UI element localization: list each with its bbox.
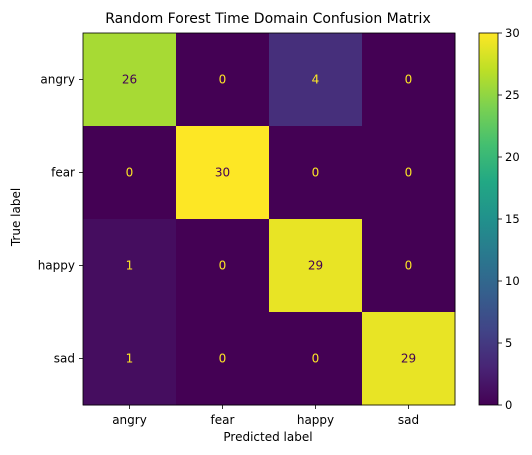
colorbar-tick-label: 15 [505, 212, 520, 226]
cell-value-label: 29 [401, 352, 416, 366]
y-axis-ticks: angry fear happy sad [38, 73, 83, 366]
cell-value-label: 0 [312, 352, 320, 366]
colorbar-tick-label: 20 [505, 150, 520, 164]
heatmap-cell [83, 33, 177, 127]
heatmap-cell [269, 33, 363, 127]
heatmap-cell [362, 219, 456, 313]
x-axis-ticks: angry fear happy sad [112, 405, 419, 427]
heatmap-cell [83, 126, 177, 220]
heatmap-cell [83, 312, 177, 406]
heatmap-cell-labels: 26 0 4 0 0 30 0 0 1 0 29 0 1 0 0 29 [122, 73, 416, 366]
heatmap-cell [269, 312, 363, 406]
cell-value-label: 0 [405, 73, 413, 87]
cell-value-label: 29 [308, 259, 323, 273]
cell-value-label: 0 [312, 166, 320, 180]
colorbar-tick-label: 10 [505, 274, 520, 288]
heatmap-cell [176, 312, 270, 406]
cell-value-label: 0 [219, 352, 227, 366]
cell-value-label: 0 [219, 259, 227, 273]
cell-value-label: 0 [405, 259, 413, 273]
colorbar-tick-label: 30 [505, 26, 520, 40]
heatmap-cells [83, 33, 456, 406]
cell-value-label: 1 [126, 259, 134, 273]
x-axis-label: Predicted label [223, 430, 312, 444]
colorbar-tick-label: 5 [505, 336, 512, 350]
x-tick-label: happy [297, 413, 334, 427]
plot-frame [82, 32, 456, 406]
heatmap-cell [362, 33, 456, 127]
cell-value-label: 26 [122, 73, 137, 87]
heatmap-cell [176, 33, 270, 127]
x-tick-label: sad [398, 413, 419, 427]
heatmap-cell [362, 126, 456, 220]
heatmap-cell [176, 126, 270, 220]
y-tick-label: sad [54, 352, 75, 366]
y-axis-label: True label [9, 188, 23, 247]
colorbar-ticks: 0 5 10 15 20 25 30 [498, 26, 520, 412]
heatmap-cell [269, 219, 363, 313]
colorbar [478, 32, 499, 406]
colorbar-tick-label: 0 [505, 398, 512, 412]
cell-value-label: 1 [126, 352, 134, 366]
cell-value-label: 0 [219, 73, 227, 87]
y-tick-label: happy [38, 259, 75, 273]
heatmap-cell [176, 219, 270, 313]
x-tick-label: fear [211, 413, 235, 427]
cell-value-label: 0 [405, 166, 413, 180]
y-tick-label: angry [40, 73, 75, 87]
cell-value-label: 4 [312, 73, 320, 87]
heatmap-cell [362, 312, 456, 406]
heatmap-cell [269, 126, 363, 220]
y-tick-label: fear [51, 166, 75, 180]
colorbar-tick-label: 25 [505, 88, 520, 102]
cell-value-label: 0 [126, 166, 134, 180]
cell-value-label: 30 [215, 166, 230, 180]
x-tick-label: angry [112, 413, 147, 427]
chart-title: Random Forest Time Domain Confusion Matr… [105, 11, 430, 27]
heatmap-cell [83, 219, 177, 313]
